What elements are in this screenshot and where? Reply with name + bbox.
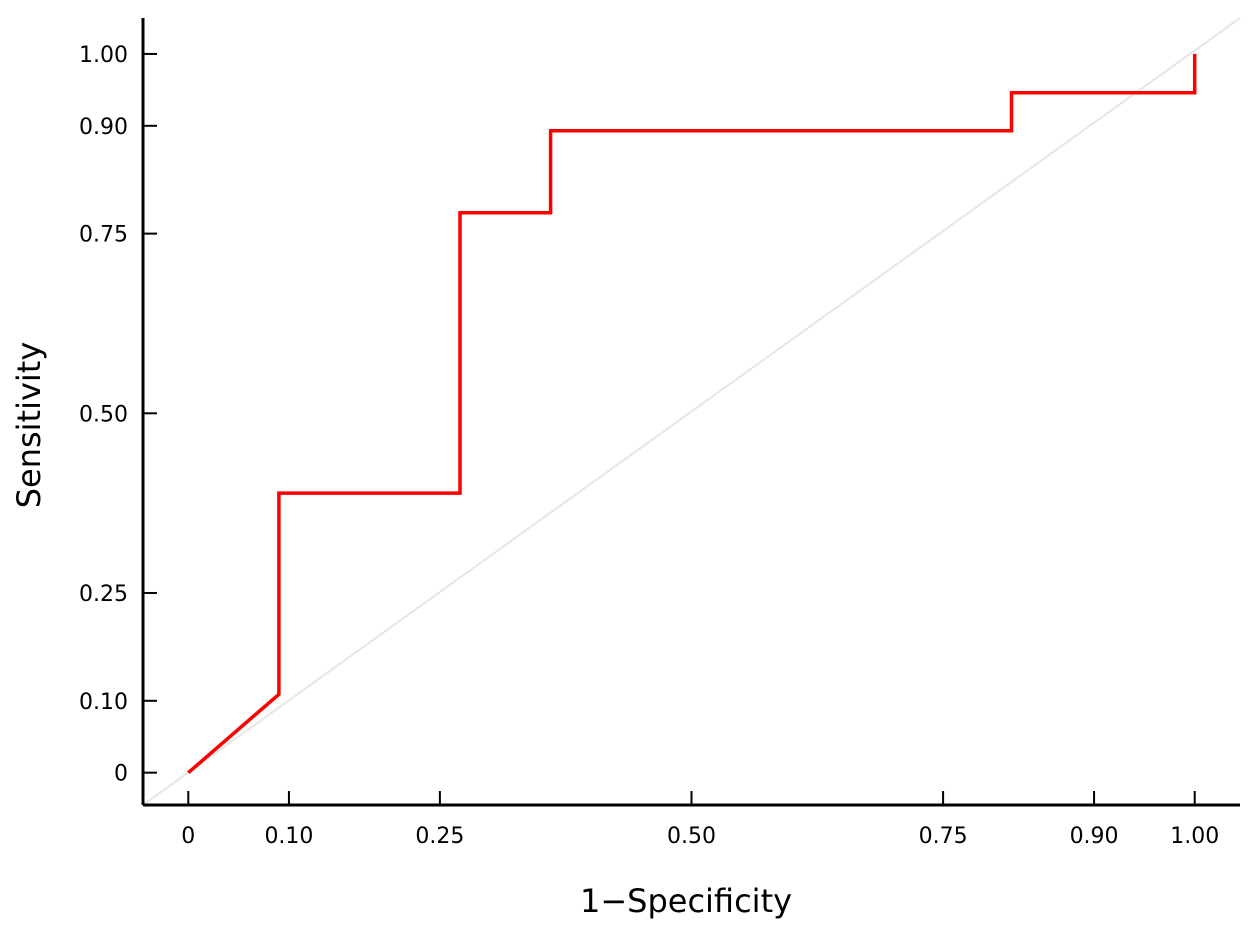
x-tick-label: 0.75 [919, 824, 968, 849]
y-axis-title: Sensitivity [10, 342, 48, 509]
y-tick-label: 0.75 [79, 223, 128, 248]
x-tick-label: 0.50 [667, 824, 716, 849]
y-tick-label: 0.90 [79, 115, 128, 140]
ticks-layer: 0 0.10 0.25 0.50 0.75 0.90 1.00 0 0.10 0.25 0.50 0.… [79, 43, 1219, 849]
x-tick-label: 0.10 [264, 824, 313, 849]
series-layer [187, 53, 1197, 775]
x-tick-label: 0.90 [1070, 824, 1119, 849]
y-tick-label: 0.50 [79, 402, 128, 427]
y-tick-label: 0.25 [79, 582, 128, 607]
y-tick-label: 0 [114, 762, 128, 787]
x-tick-label: 1.00 [1170, 824, 1219, 849]
y-tick-label: 0.10 [79, 690, 128, 715]
x-tick-label: 0 [181, 824, 195, 849]
x-axis-title: 1−Specificity [580, 882, 792, 920]
reference-diagonal-line [142, 17, 1241, 806]
roc-curve-line [187, 53, 1197, 775]
reference-diagonal-layer [142, 17, 1241, 806]
y-tick-label: 1.00 [79, 43, 128, 68]
x-tick-label: 0.25 [415, 824, 464, 849]
